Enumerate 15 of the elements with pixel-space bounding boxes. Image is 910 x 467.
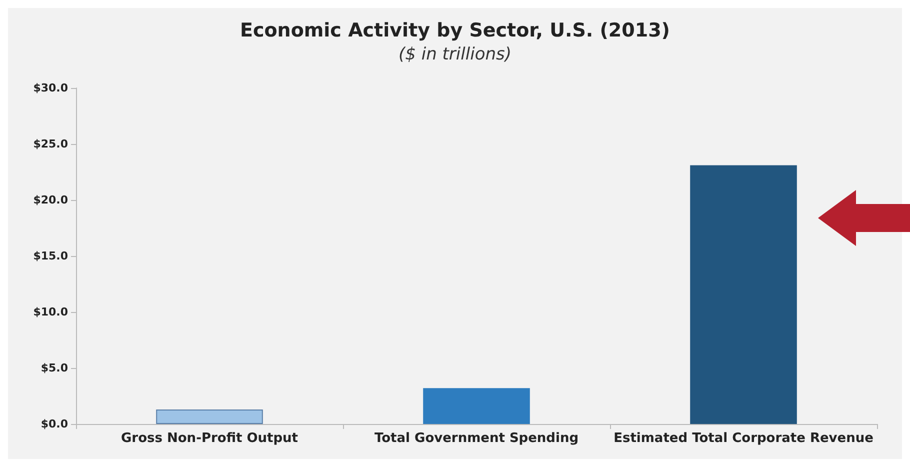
y-tick-label: $30.0 [33, 82, 68, 94]
chart-title: Economic Activity by Sector, U.S. (2013) [240, 20, 670, 42]
x-tick-label: Estimated Total Corporate Revenue [614, 431, 874, 446]
bar [156, 409, 263, 424]
bar [690, 165, 797, 424]
y-tick-label: $0.0 [40, 418, 68, 430]
x-tick-label: Gross Non-Profit Output [120, 431, 298, 446]
bar [423, 388, 530, 424]
y-tick-label: $20.0 [33, 194, 68, 206]
y-tick-label: $25.0 [33, 138, 68, 150]
y-tick-label: $5.0 [40, 362, 68, 374]
y-tick-label: $15.0 [33, 250, 68, 262]
y-tick-label: $10.0 [33, 306, 68, 318]
x-tick-label: Total Government Spending [374, 431, 579, 446]
chart-subtitle: ($ in trillions) [398, 44, 512, 64]
